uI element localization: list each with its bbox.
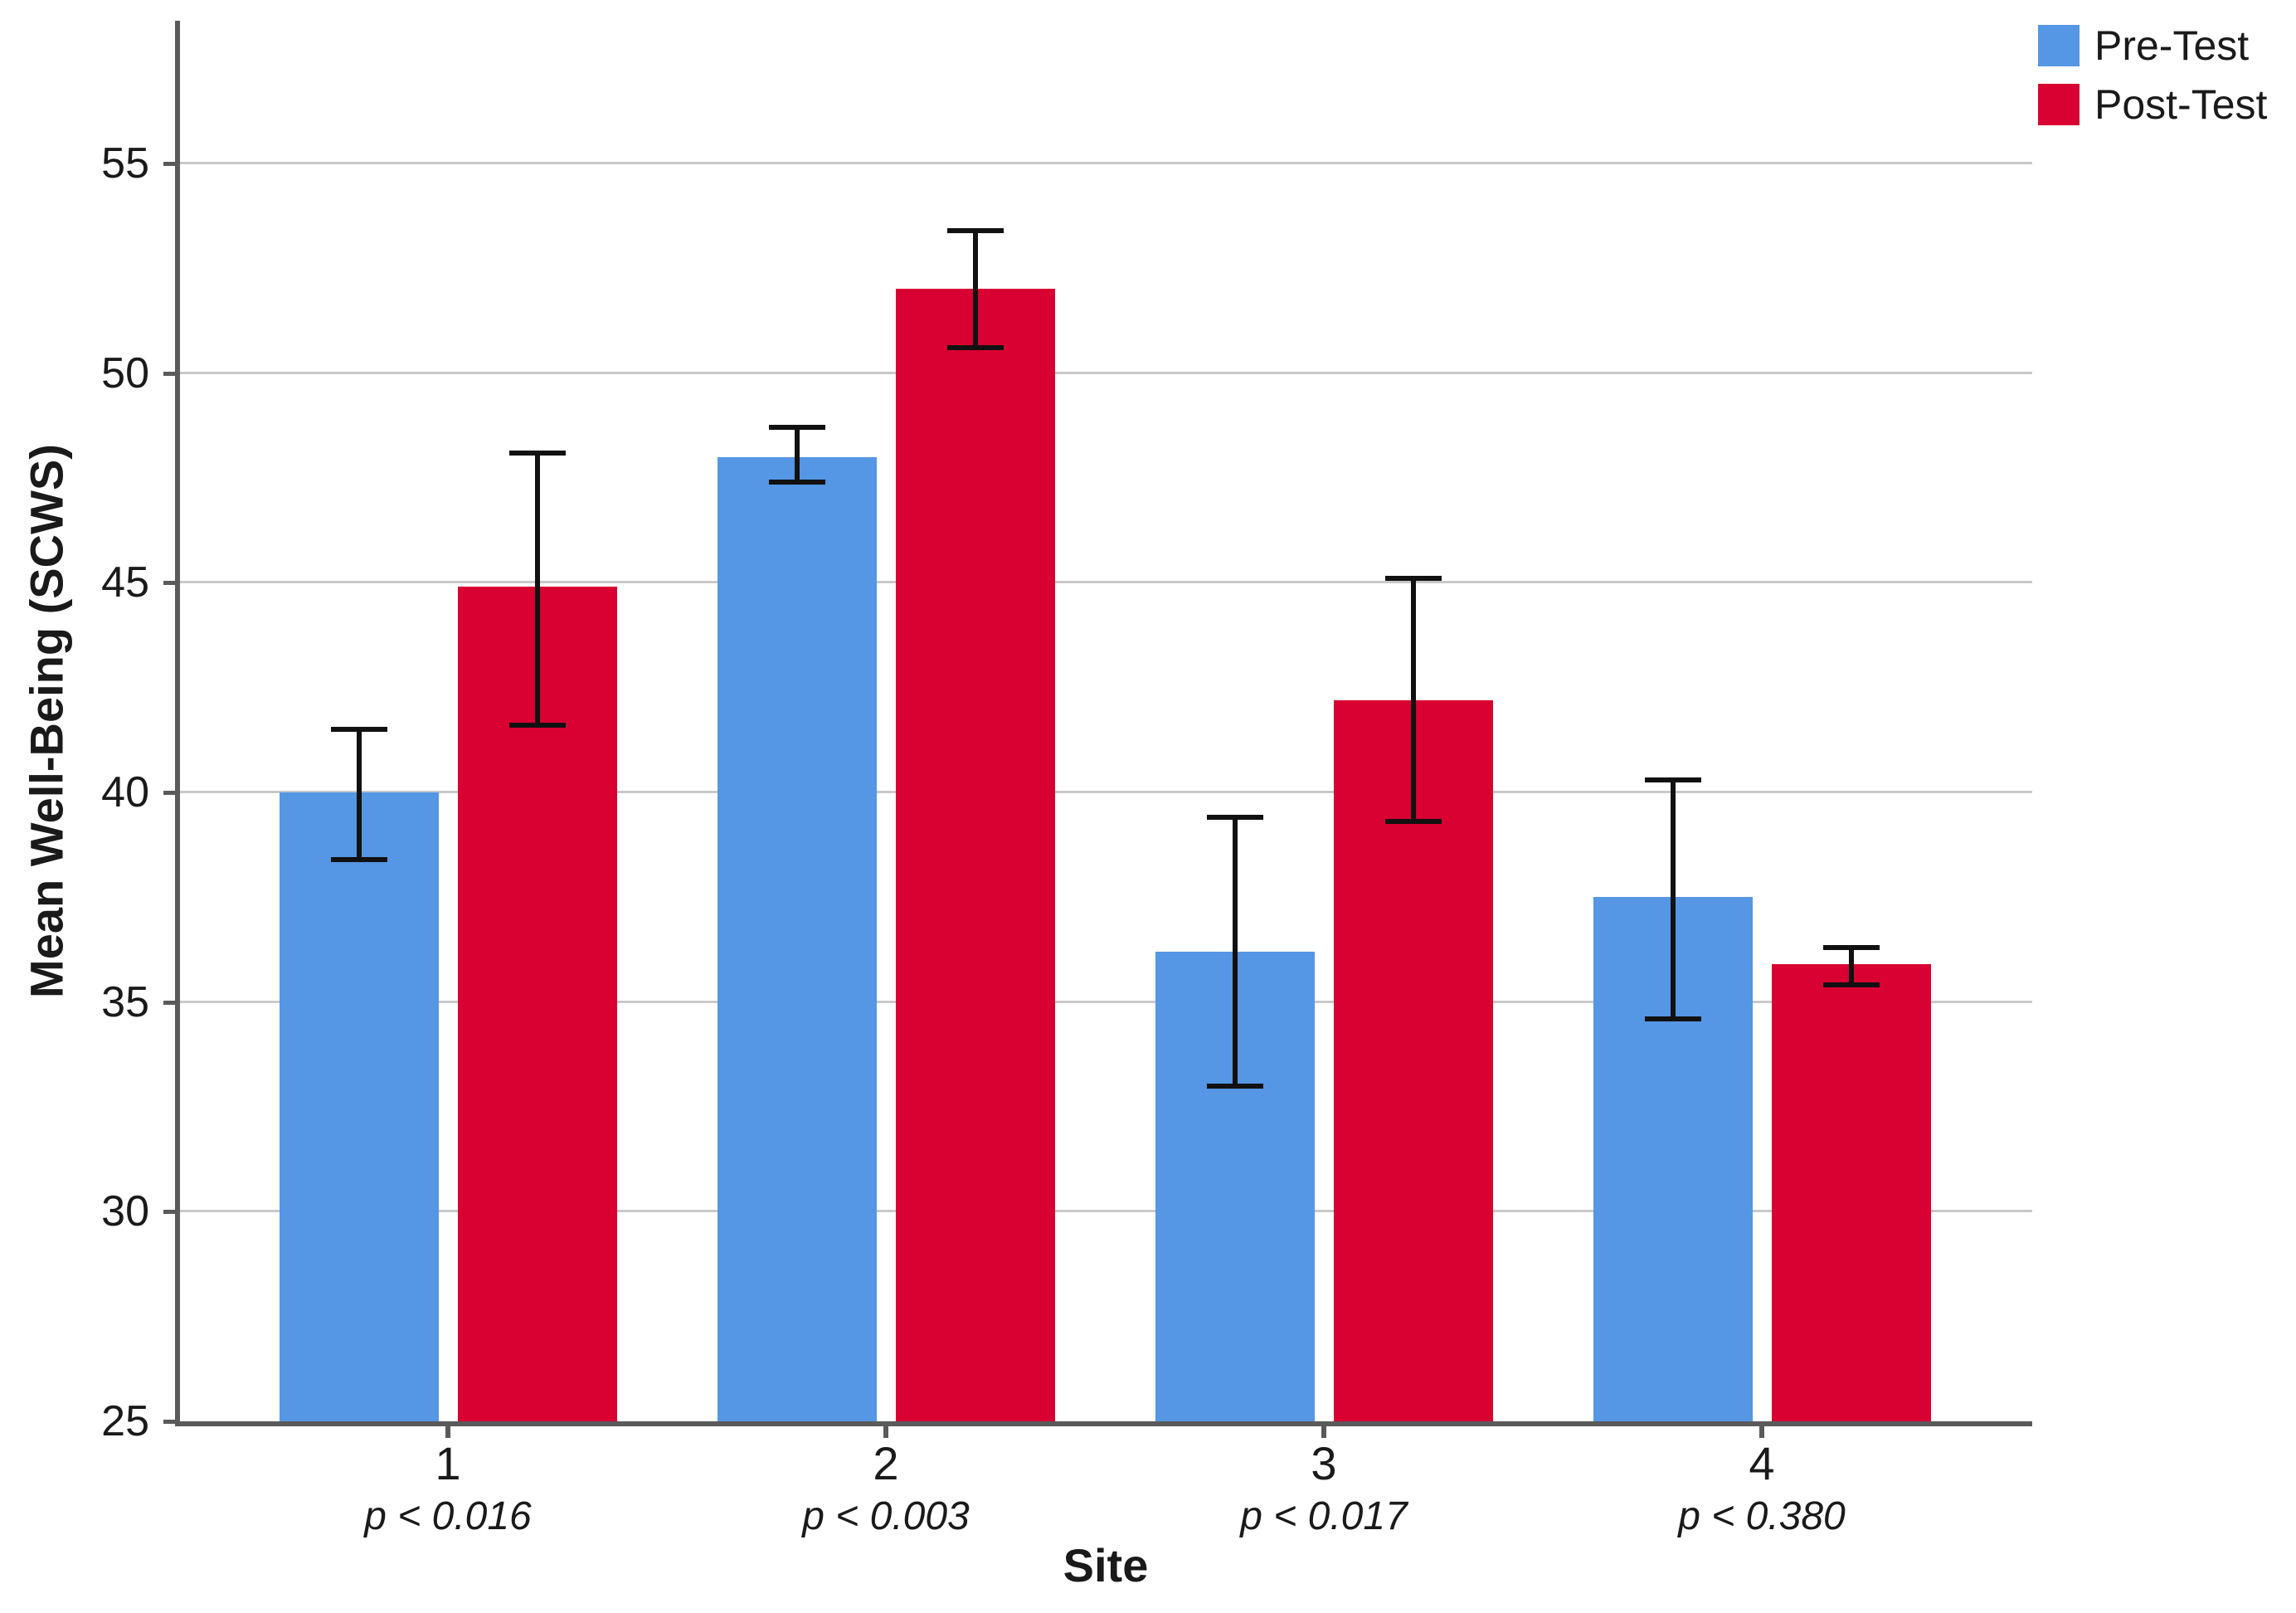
bar-pre-test-site2 [717, 456, 877, 1421]
error-bar-cap-bottom-pre-test-site3 [1206, 1083, 1263, 1089]
error-bar-cap-top-pre-test-site2 [768, 425, 825, 431]
x-category-label-1: 1 [435, 1437, 461, 1489]
x-tick-2 [883, 1426, 888, 1438]
y-tick-25 [163, 1420, 180, 1424]
error-bar-line-pre-test-site2 [794, 427, 800, 482]
gridline-30 [180, 1210, 2032, 1213]
x-category-sublabel-4: p < 0.380 [1678, 1494, 1846, 1538]
y-tick-50 [163, 371, 180, 376]
gridline-45 [180, 581, 2032, 584]
error-bar-cap-top-pre-test-site4 [1644, 777, 1701, 782]
x-category-sublabel-3: p < 0.017 [1240, 1494, 1408, 1538]
legend-label-post-test: Post-Test [2094, 81, 2268, 128]
error-bar-cap-bottom-pre-test-site1 [330, 856, 387, 862]
y-tick-label-40: 40 [101, 768, 149, 816]
error-bar-cap-bottom-post-test-site4 [1822, 982, 1880, 988]
legend-entry-post-test: Post-Test [2038, 80, 2267, 129]
gridline-40 [180, 790, 2032, 793]
error-bar-cap-top-pre-test-site1 [330, 727, 387, 733]
legend-swatch-post-test-icon [2038, 84, 2080, 125]
error-bar-line-post-test-site3 [1410, 578, 1416, 822]
error-bar-cap-top-pre-test-site3 [1206, 815, 1263, 821]
error-bar-cap-top-post-test-site2 [946, 227, 1004, 233]
y-tick-label-30: 30 [101, 1187, 149, 1236]
y-tick-40 [163, 790, 180, 795]
y-tick-30 [163, 1210, 180, 1215]
error-bar-cap-bottom-post-test-site1 [508, 723, 566, 729]
error-bar-cap-bottom-post-test-site2 [946, 345, 1004, 351]
y-tick-label-50: 50 [101, 348, 149, 397]
error-bar-line-post-test-site1 [534, 452, 540, 726]
x-category-sublabel-2: p < 0.003 [802, 1494, 970, 1538]
x-tick-4 [1759, 1426, 1764, 1438]
x-tick-3 [1321, 1426, 1326, 1438]
x-category-label-2: 2 [873, 1437, 899, 1489]
y-tick-label-35: 35 [101, 977, 149, 1026]
y-tick-35 [163, 1000, 180, 1005]
x-category-label-4: 4 [1749, 1437, 1775, 1489]
x-axis-line [175, 1421, 2032, 1426]
gridline-55 [180, 161, 2032, 164]
x-category-sublabel-1: p < 0.016 [364, 1494, 532, 1538]
error-bar-line-pre-test-site3 [1232, 817, 1238, 1086]
y-tick-label-25: 25 [101, 1397, 149, 1445]
x-axis-title: Site [1063, 1539, 1149, 1591]
bar-post-test-site4 [1771, 964, 1931, 1421]
error-bar-line-pre-test-site1 [356, 729, 362, 860]
error-bar-cap-top-post-test-site4 [1822, 944, 1880, 950]
y-tick-label-55: 55 [101, 139, 149, 188]
bar-pre-test-site1 [279, 792, 439, 1421]
error-bar-cap-bottom-pre-test-site4 [1644, 1016, 1701, 1021]
legend-swatch-pre-test-icon [2038, 25, 2080, 66]
legend: Pre-Test Post-Test [2038, 22, 2267, 139]
bar-post-test-site2 [895, 289, 1055, 1421]
error-bar-cap-bottom-post-test-site3 [1384, 819, 1442, 825]
gridline-35 [180, 1000, 2032, 1003]
y-tick-45 [163, 581, 180, 586]
error-bar-cap-bottom-pre-test-site2 [768, 479, 825, 485]
legend-entry-pre-test: Pre-Test [2038, 22, 2267, 70]
error-bar-line-post-test-site4 [1848, 947, 1854, 986]
x-tick-1 [445, 1426, 450, 1438]
y-axis-line [175, 21, 180, 1426]
error-bar-cap-top-post-test-site3 [1384, 576, 1442, 582]
gridline-50 [180, 371, 2032, 374]
y-tick-55 [163, 161, 180, 166]
y-tick-label-45: 45 [101, 558, 149, 607]
error-bar-line-post-test-site2 [972, 230, 978, 348]
legend-label-pre-test: Pre-Test [2094, 22, 2250, 69]
error-bar-cap-top-post-test-site1 [508, 450, 566, 456]
x-category-label-3: 3 [1311, 1437, 1337, 1489]
error-bar-line-pre-test-site4 [1670, 779, 1676, 1019]
